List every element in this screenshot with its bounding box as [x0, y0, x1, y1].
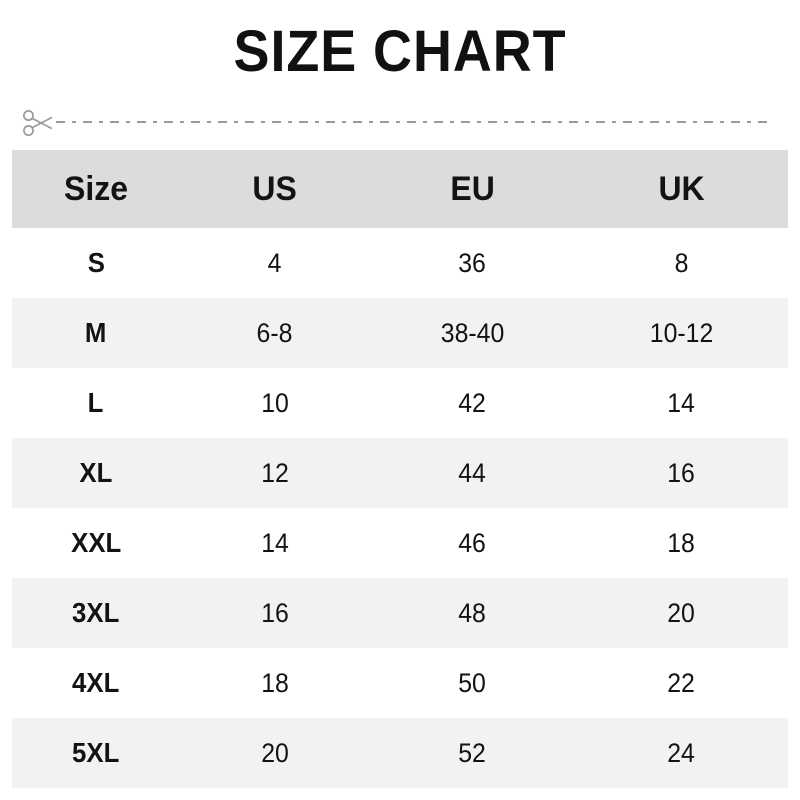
cell-uk-text: 22	[667, 667, 696, 698]
cell-size-text: XXL	[70, 527, 122, 558]
table-row: L 10 42 14	[12, 368, 788, 438]
cell-uk-text: 16	[667, 457, 696, 488]
cell-size: 4XL	[12, 648, 180, 718]
cell-eu: 46	[370, 508, 575, 578]
column-header-size: Size	[12, 150, 180, 228]
cell-size: 5XL	[12, 718, 180, 788]
cell-us: 20	[180, 718, 370, 788]
page-title: SIZE CHART	[233, 19, 567, 84]
cell-size-text: 3XL	[72, 597, 120, 628]
cell-us-text: 16	[261, 597, 289, 628]
cell-eu: 38-40	[370, 298, 575, 368]
cell-uk: 8	[575, 228, 788, 298]
table-row: M 6-8 38-40 10-12	[12, 298, 788, 368]
cell-size-text: M	[85, 317, 107, 348]
table-body: S 4 36 8 M 6-8 38-40 10-12 L 10 42 14 XL…	[12, 228, 788, 788]
cell-uk-text: 18	[667, 527, 696, 558]
cell-size-text: XL	[79, 457, 113, 488]
cell-eu: 50	[370, 648, 575, 718]
cell-uk: 18	[575, 508, 788, 578]
cell-eu: 44	[370, 438, 575, 508]
cell-us: 16	[180, 578, 370, 648]
cell-size-text: S	[87, 247, 105, 278]
cell-eu-text: 52	[458, 737, 487, 768]
cell-eu-text: 36	[458, 247, 487, 278]
cell-size-text: 5XL	[72, 737, 120, 768]
cell-size: M	[12, 298, 180, 368]
column-header-us-label: US	[252, 169, 298, 208]
cell-us-text: 10	[261, 387, 289, 418]
cell-eu-text: 50	[458, 667, 487, 698]
table-row: 4XL 18 50 22	[12, 648, 788, 718]
cell-uk: 20	[575, 578, 788, 648]
dashed-cut-line	[56, 121, 772, 123]
table-row: XXL 14 46 18	[12, 508, 788, 578]
cell-size-text: 4XL	[72, 667, 120, 698]
cell-uk: 24	[575, 718, 788, 788]
scissors-icon	[22, 108, 56, 138]
cell-eu-text: 38-40	[440, 317, 505, 348]
column-header-eu-label: EU	[450, 169, 495, 208]
cell-uk-text: 24	[667, 737, 696, 768]
cell-us-text: 18	[261, 667, 289, 698]
column-header-us: US	[180, 150, 370, 228]
cell-eu-text: 46	[458, 527, 487, 558]
cell-us: 10	[180, 368, 370, 438]
cell-us-text: 4	[268, 247, 282, 278]
cell-eu: 52	[370, 718, 575, 788]
cell-us: 14	[180, 508, 370, 578]
cell-eu: 48	[370, 578, 575, 648]
cell-eu-text: 44	[458, 457, 487, 488]
cell-eu: 42	[370, 368, 575, 438]
cell-size: XL	[12, 438, 180, 508]
cell-size: L	[12, 368, 180, 438]
table-row: 5XL 20 52 24	[12, 718, 788, 788]
column-header-eu: EU	[370, 150, 575, 228]
cell-us: 12	[180, 438, 370, 508]
cell-size-text: L	[88, 387, 104, 418]
cell-us: 18	[180, 648, 370, 718]
cell-us: 6-8	[180, 298, 370, 368]
cell-eu-text: 48	[458, 597, 487, 628]
cell-size: XXL	[12, 508, 180, 578]
cell-uk: 10-12	[575, 298, 788, 368]
header-row: Size US EU UK	[12, 150, 788, 228]
column-header-uk-label: UK	[658, 169, 705, 208]
cell-us-text: 12	[261, 457, 289, 488]
cell-uk-text: 20	[667, 597, 696, 628]
cell-uk: 22	[575, 648, 788, 718]
cell-uk-text: 10-12	[649, 317, 714, 348]
cell-eu: 36	[370, 228, 575, 298]
table-row: S 4 36 8	[12, 228, 788, 298]
table-row: XL 12 44 16	[12, 438, 788, 508]
column-header-size-label: Size	[64, 169, 128, 208]
cell-uk-text: 14	[667, 387, 696, 418]
size-chart-table: Size US EU UK S 4 36 8 M 6-8 38-40 10-12…	[12, 150, 788, 788]
table-row: 3XL 16 48 20	[12, 578, 788, 648]
cell-size: 3XL	[12, 578, 180, 648]
table-header: Size US EU UK	[12, 150, 788, 228]
cell-eu-text: 42	[458, 387, 487, 418]
cell-uk-text: 8	[674, 247, 689, 278]
cut-line	[0, 106, 800, 140]
cell-us-text: 20	[261, 737, 289, 768]
cell-us-text: 14	[261, 527, 289, 558]
cell-uk: 16	[575, 438, 788, 508]
column-header-uk: UK	[575, 150, 788, 228]
cell-us: 4	[180, 228, 370, 298]
cell-uk: 14	[575, 368, 788, 438]
cell-us-text: 6-8	[257, 317, 293, 348]
cell-size: S	[12, 228, 180, 298]
